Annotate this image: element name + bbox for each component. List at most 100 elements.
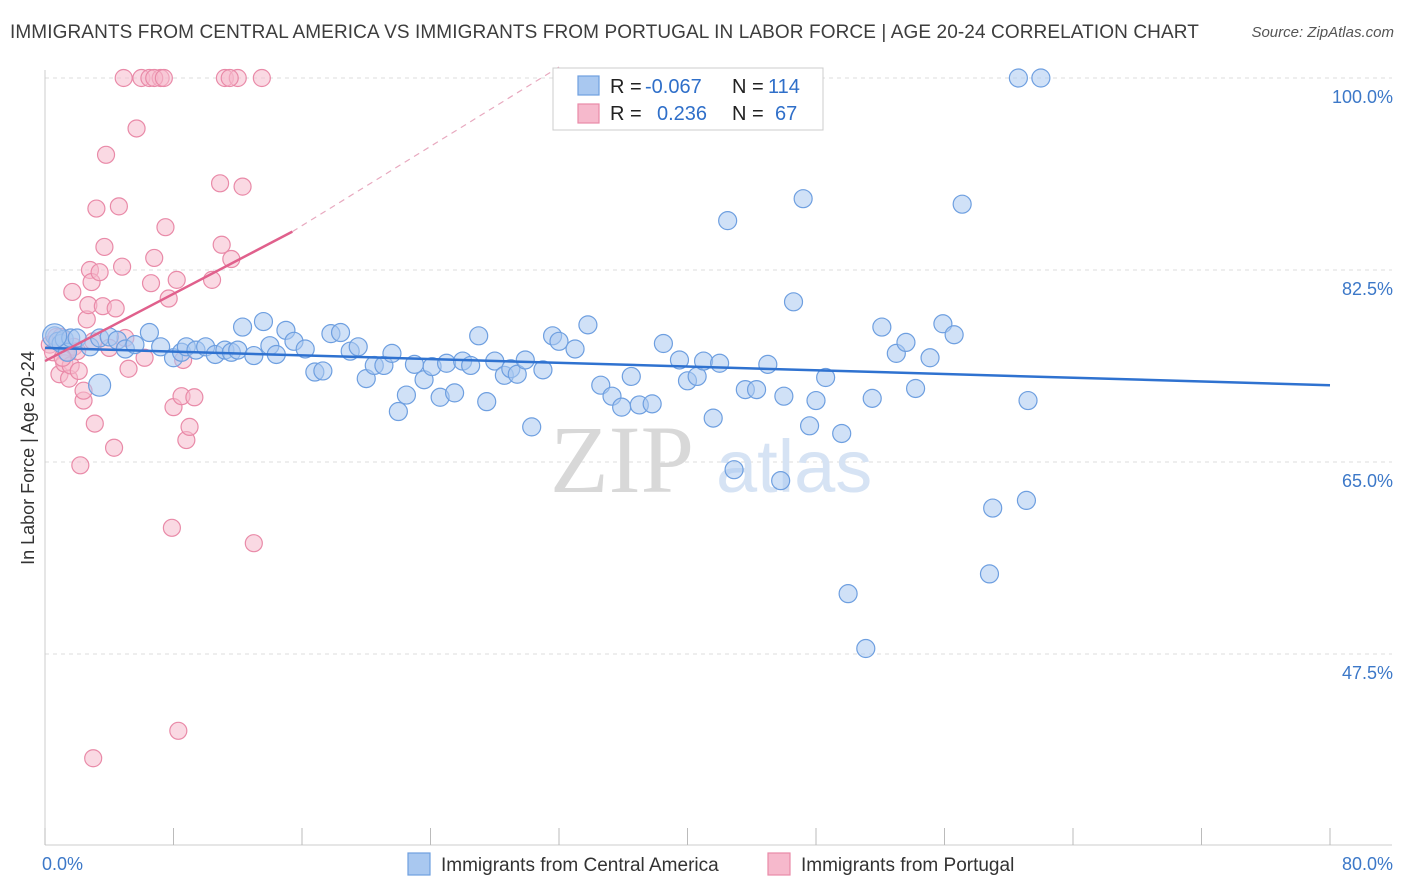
data-point xyxy=(653,333,674,354)
data-point xyxy=(162,518,181,537)
data-point xyxy=(944,325,964,345)
legend-n-value-1: 114 xyxy=(768,76,800,98)
data-point xyxy=(109,197,128,216)
data-point xyxy=(180,417,199,436)
data-point xyxy=(95,237,114,257)
data-point xyxy=(88,373,112,397)
data-point xyxy=(905,378,926,399)
data-point xyxy=(382,343,402,363)
data-point xyxy=(771,471,791,491)
legend-n-label-1: N = xyxy=(732,76,764,98)
x-tick-label-max: 80.0% xyxy=(1342,854,1393,874)
data-point xyxy=(330,322,351,343)
data-point xyxy=(232,317,253,337)
y-axis-label: In Labor Force | Age 20-24 xyxy=(18,351,38,565)
data-point xyxy=(621,366,641,387)
data-point xyxy=(42,323,68,349)
data-point xyxy=(154,68,173,88)
series-swatch-central-america xyxy=(407,852,431,876)
data-point xyxy=(295,339,315,359)
data-point xyxy=(856,638,876,659)
data-point xyxy=(104,438,124,457)
data-point xyxy=(396,385,417,405)
data-point xyxy=(127,119,146,138)
data-point xyxy=(746,379,767,400)
data-point xyxy=(565,339,585,359)
source-credit: Source: ZipAtlas.com xyxy=(1251,24,1394,41)
data-point xyxy=(920,348,940,368)
data-point xyxy=(872,317,892,337)
legend-n-label-2: N = xyxy=(732,103,764,125)
legend-n-value-2: 67 xyxy=(775,103,797,125)
y-tick-label: 47.5% xyxy=(1342,663,1393,683)
data-point xyxy=(816,367,836,388)
data-point xyxy=(724,460,744,480)
x-tick-label-min: 0.0% xyxy=(42,854,83,874)
data-point xyxy=(69,361,88,381)
data-point xyxy=(952,194,972,214)
data-point xyxy=(167,270,186,289)
data-point xyxy=(84,749,103,768)
data-point xyxy=(718,211,738,231)
data-point xyxy=(444,383,465,403)
axes xyxy=(44,70,1392,846)
data-point xyxy=(313,361,333,381)
data-point xyxy=(642,394,662,414)
data-point xyxy=(348,337,368,357)
trend-line-central-america xyxy=(44,346,1331,387)
data-point xyxy=(139,322,160,343)
data-point xyxy=(85,414,104,433)
data-point xyxy=(515,350,535,370)
data-point xyxy=(477,392,497,412)
data-point xyxy=(862,388,882,408)
y-tick-label: 100.0% xyxy=(1332,87,1393,107)
data-point xyxy=(549,331,569,351)
data-point xyxy=(832,423,852,444)
data-point xyxy=(90,263,109,282)
data-point xyxy=(253,311,274,332)
data-point xyxy=(533,360,553,380)
data-point xyxy=(119,359,138,378)
data-point xyxy=(979,564,1000,584)
legend-swatch-blue xyxy=(577,75,600,96)
data-point xyxy=(185,388,204,407)
data-point xyxy=(96,145,116,164)
legend-r-value-2: 0.236 xyxy=(657,103,707,125)
data-point xyxy=(252,68,271,88)
trend-lines xyxy=(44,66,1331,387)
watermark-zip: ZIP xyxy=(550,406,694,513)
data-point xyxy=(212,235,231,254)
portugal-points xyxy=(40,68,271,768)
data-point xyxy=(838,584,858,604)
data-point xyxy=(156,218,175,237)
data-point xyxy=(507,364,527,384)
series-legend: Immigrants from Central America Immigran… xyxy=(407,852,1014,876)
data-point xyxy=(1016,490,1037,510)
data-point xyxy=(758,354,778,374)
central-america-points xyxy=(42,68,1051,659)
data-point xyxy=(1031,68,1051,88)
data-point xyxy=(793,189,813,209)
data-point xyxy=(87,199,106,218)
data-point xyxy=(1018,390,1038,411)
legend-swatch-pink xyxy=(577,103,600,124)
series-label-portugal: Immigrants from Portugal xyxy=(801,855,1014,876)
data-point xyxy=(983,498,1003,518)
data-point xyxy=(71,456,90,475)
data-point xyxy=(112,257,132,276)
data-point xyxy=(210,174,230,193)
chart-title: IMMIGRANTS FROM CENTRAL AMERICA VS IMMIG… xyxy=(10,22,1199,43)
data-point xyxy=(388,401,408,422)
data-point xyxy=(774,386,794,406)
data-point xyxy=(169,721,188,740)
legend-r-label-1: R = xyxy=(610,76,642,98)
correlation-legend: R = -0.067 N = 114 R = 0.236 N = 67 xyxy=(552,67,824,131)
data-point xyxy=(806,390,826,411)
data-point xyxy=(125,335,145,355)
x-tick-labels: 0.0% 80.0% xyxy=(42,854,1393,874)
data-point xyxy=(896,332,916,353)
data-point xyxy=(220,68,239,88)
series-swatch-portugal xyxy=(767,852,791,876)
data-point xyxy=(145,248,164,268)
